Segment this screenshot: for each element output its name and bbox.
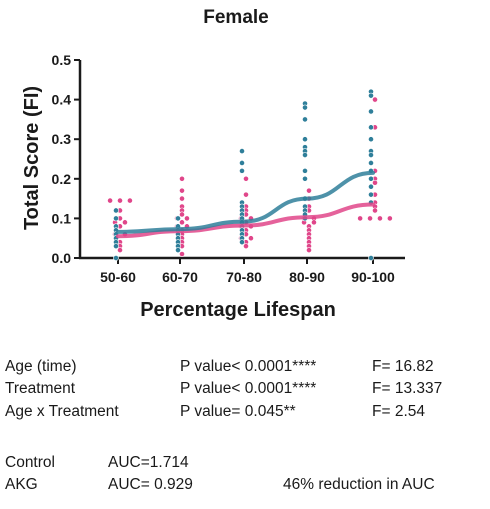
data-point: [302, 136, 308, 143]
data-point: [368, 152, 374, 158]
data-point: [113, 207, 119, 214]
data-point: [357, 215, 364, 222]
plot-area: 0.0 0.1 0.2 0.3 0.4 0.5 50-60 60-70 70-80 80-90 90…: [52, 52, 405, 285]
data-point: [368, 191, 374, 198]
data-point: [306, 187, 312, 194]
interaction-label: Age x Treatment: [5, 403, 119, 420]
data-point: [113, 215, 119, 222]
data-point: [306, 247, 312, 253]
y-tick-label: 0.5: [52, 52, 72, 68]
y-tick-label: 0.1: [52, 210, 72, 226]
x-axis-label: Percentage Lifespan: [140, 299, 336, 321]
x-tick-label: 70-80: [226, 269, 262, 285]
data-point: [368, 92, 374, 99]
data-point: [117, 197, 123, 204]
interaction-p-value: P value= 0.045**: [180, 403, 296, 420]
data-point: [368, 108, 374, 115]
y-tick-label: 0.3: [52, 131, 72, 147]
chart: Female Total Score (FI) Percentage Lifes…: [21, 7, 405, 321]
data-point: [302, 167, 308, 174]
data-point: [372, 207, 378, 214]
data-point: [372, 179, 378, 186]
data-point: [368, 183, 374, 190]
age-p-value: P value< 0.0001****: [180, 358, 317, 375]
data-point: [179, 211, 185, 218]
x-tick-label: 90-100: [351, 269, 395, 285]
data-point: [243, 175, 249, 182]
data-point: [239, 148, 245, 154]
data-point: [368, 124, 374, 131]
data-point: [179, 195, 185, 202]
data-point: [311, 219, 317, 226]
data-point: [179, 219, 185, 226]
control-label: Control: [5, 454, 55, 471]
data-point: [184, 215, 190, 222]
control-auc: AUC=1.714: [108, 454, 189, 471]
data-point: [239, 239, 245, 246]
data-point: [368, 175, 374, 182]
y-axis-label: Total Score (FI): [21, 86, 43, 230]
y-tick-label: 0.4: [52, 92, 72, 108]
data-point: [175, 215, 181, 222]
y-tick-label: 0.2: [52, 171, 72, 187]
data-point: [248, 235, 254, 242]
data-point: [367, 215, 373, 222]
data-point: [302, 175, 308, 182]
age-label: Age (time): [5, 358, 77, 375]
data-point: [179, 251, 185, 257]
data-point: [302, 104, 308, 111]
data-point: [179, 187, 185, 194]
treatment-f-value: F= 13.337: [372, 380, 443, 397]
data-point: [175, 247, 181, 253]
data-point: [302, 116, 308, 123]
data-point: [113, 255, 119, 261]
data-point: [377, 215, 383, 222]
data-point: [107, 197, 113, 204]
data-point: [368, 136, 374, 143]
data-point: [127, 197, 133, 204]
data-point: [368, 255, 374, 261]
data-point: [368, 160, 374, 166]
data-point: [386, 215, 393, 222]
data-point: [113, 243, 119, 250]
akg-label: AKG: [5, 476, 38, 493]
data-point: [243, 191, 249, 198]
interaction-f-value: F= 2.54: [372, 403, 425, 420]
data-point: [239, 160, 245, 166]
age-f-value: F= 16.82: [372, 358, 434, 375]
chart-title: Female: [203, 7, 268, 28]
x-tick-label: 80-90: [289, 269, 325, 285]
data-point: [239, 167, 245, 174]
x-tick-label: 60-70: [162, 269, 198, 285]
blue-fit-line: [116, 170, 375, 234]
data-point: [179, 175, 185, 182]
data-point: [122, 219, 128, 226]
akg-auc: AUC= 0.929: [108, 476, 193, 493]
auc-reduction: 46% reduction in AUC: [283, 476, 435, 493]
data-point: [243, 243, 249, 250]
x-tick-label: 50-60: [100, 269, 136, 285]
treatment-label: Treatment: [5, 380, 76, 397]
data-point: [117, 247, 123, 253]
data-point: [302, 152, 308, 158]
y-tick-label: 0.0: [52, 250, 72, 266]
treatment-p-value: P value< 0.0001****: [180, 380, 317, 397]
pink-fit-line: [116, 202, 375, 239]
data-point: [372, 96, 378, 103]
